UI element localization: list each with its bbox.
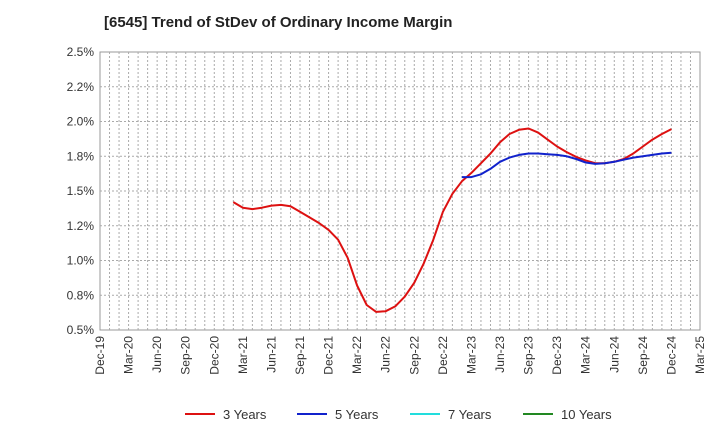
y-tick-label: 0.5% xyxy=(67,323,95,337)
x-tick-label: Sep-23 xyxy=(522,336,536,375)
legend-label: 3 Years xyxy=(223,407,267,422)
y-tick-label: 2.0% xyxy=(67,115,95,129)
x-tick-label: Mar-22 xyxy=(350,336,364,374)
x-tick-label: Dec-20 xyxy=(207,336,221,375)
x-tick-label: Mar-23 xyxy=(464,336,478,374)
x-tick-label: Jun-21 xyxy=(264,336,278,373)
x-tick-label: Dec-21 xyxy=(322,336,336,375)
x-tick-label: Sep-20 xyxy=(179,336,193,375)
x-tick-label: Dec-22 xyxy=(436,336,450,375)
x-tick-label: Jun-22 xyxy=(379,336,393,373)
y-tick-label: 2.2% xyxy=(67,80,95,94)
x-tick-label: Sep-22 xyxy=(407,336,421,375)
y-tick-label: 1.8% xyxy=(67,149,95,163)
y-tick-label: 1.5% xyxy=(67,184,95,198)
y-tick-label: 1.2% xyxy=(67,219,95,233)
x-tick-label: Sep-24 xyxy=(636,336,650,375)
legend-label: 10 Years xyxy=(561,407,612,422)
y-tick-label: 0.8% xyxy=(67,288,95,302)
chart-title: [6545] Trend of StDev of Ordinary Income… xyxy=(104,14,453,31)
x-tick-label: Mar-20 xyxy=(122,336,136,374)
x-tick-label: Jun-24 xyxy=(607,336,621,373)
x-tick-label: Dec-23 xyxy=(550,336,564,375)
x-tick-label: Sep-21 xyxy=(293,336,307,375)
legend-label: 7 Years xyxy=(448,407,492,422)
x-tick-label: Mar-25 xyxy=(693,336,707,374)
x-tick-label: Jun-23 xyxy=(493,336,507,373)
x-tick-label: Jun-20 xyxy=(150,336,164,373)
x-tick-label: Dec-19 xyxy=(93,336,107,375)
y-tick-label: 2.5% xyxy=(67,45,95,59)
x-tick-label: Mar-21 xyxy=(236,336,250,374)
legend-label: 5 Years xyxy=(335,407,379,422)
x-tick-label: Mar-24 xyxy=(579,336,593,374)
series-line xyxy=(461,151,672,179)
x-tick-label: Dec-24 xyxy=(664,336,678,375)
y-tick-label: 1.0% xyxy=(67,254,95,268)
